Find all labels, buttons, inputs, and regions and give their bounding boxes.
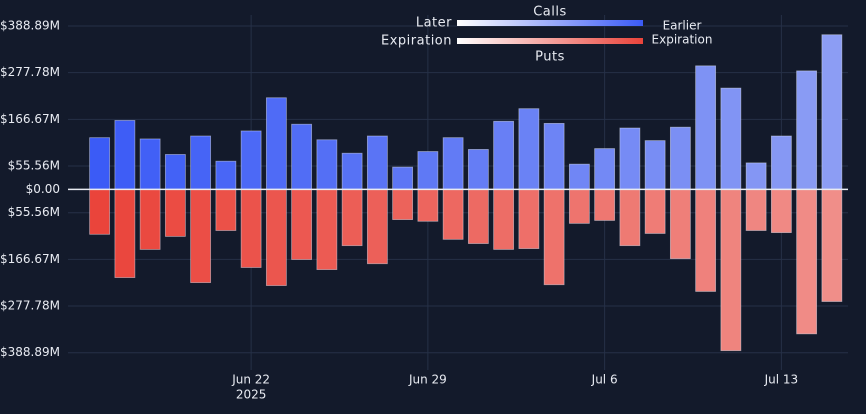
x-year-label: 2025: [236, 388, 267, 402]
bar: [770, 188, 792, 234]
bar: [669, 126, 691, 190]
bar: [619, 127, 641, 190]
bar: [366, 135, 388, 190]
bar: [89, 137, 111, 190]
bar: [493, 188, 515, 250]
bar: [392, 166, 414, 190]
bar: [720, 87, 742, 190]
bar: [89, 188, 111, 235]
legend-calls: Calls: [533, 5, 567, 20]
bar: [695, 65, 717, 190]
bar: [796, 70, 818, 190]
bar: [291, 188, 313, 260]
bar: [518, 188, 540, 249]
bar: [442, 188, 464, 240]
legend: Calls Later Expiration Earlier Expiratio…: [381, 5, 712, 65]
plot-area: $388.89M $277.78M $166.67M $55.56M $0.00 $55.…: [0, 15, 848, 402]
bar: [745, 188, 767, 231]
bar: [568, 188, 590, 224]
bar: [114, 120, 136, 190]
bar: [139, 188, 161, 250]
y-tick-label: $166.67M: [0, 252, 60, 266]
bar: [543, 188, 565, 286]
puts-gradient: [457, 38, 643, 44]
bar: [644, 140, 666, 190]
y-tick-label: $388.89M: [0, 18, 60, 32]
y-tick-label: $55.56M: [8, 205, 60, 219]
x-tick-label: Jun 29: [408, 373, 447, 387]
bar: [619, 188, 641, 247]
bar: [114, 188, 136, 278]
bar: [644, 188, 666, 234]
bar: [568, 163, 590, 190]
bar: [417, 188, 439, 222]
bar: [265, 97, 287, 190]
legend-right: Earlier: [663, 19, 702, 33]
bar: [417, 151, 439, 190]
legend-puts: Puts: [535, 50, 565, 65]
bar: [543, 122, 565, 190]
bar: [190, 135, 212, 190]
y-tick-label: $55.56M: [8, 159, 60, 173]
legend-right: Expiration: [652, 33, 713, 47]
x-tick-label: Jun 22: [231, 373, 270, 387]
bar: [190, 188, 212, 284]
bar: [821, 188, 843, 302]
bar: [341, 188, 363, 247]
y-tick-label: $277.78M: [0, 65, 60, 79]
bar: [594, 148, 616, 190]
bar: [770, 135, 792, 190]
bar: [240, 188, 262, 268]
bar: [594, 188, 616, 221]
bar: [518, 108, 540, 190]
bar: [493, 120, 515, 190]
calls-gradient: [457, 20, 643, 26]
bar: [366, 188, 388, 265]
bar: [164, 154, 186, 190]
bar: [240, 130, 262, 190]
x-tick-label: Jul 13: [764, 373, 799, 387]
bar: [442, 137, 464, 190]
y-tick-label: $277.78M: [0, 299, 60, 313]
bar: [392, 188, 414, 220]
legend-left: Later: [416, 16, 452, 31]
bar: [215, 160, 237, 190]
x-tick-label: Jul 6: [591, 373, 618, 387]
y-tick-label: $0.00: [26, 182, 60, 196]
bar: [720, 188, 742, 352]
bar: [215, 188, 237, 231]
bar: [467, 188, 489, 244]
bar: [745, 162, 767, 190]
bar: [316, 139, 338, 190]
bar: [265, 188, 287, 286]
bar: [695, 188, 717, 292]
bar: [139, 138, 161, 190]
bar: [164, 188, 186, 237]
bar: [796, 188, 818, 335]
y-tick-label: $388.89M: [0, 345, 60, 359]
y-tick-label: $166.67M: [0, 112, 60, 126]
bar: [821, 34, 843, 190]
bar: [291, 123, 313, 190]
bar: [467, 149, 489, 190]
bar: [341, 152, 363, 190]
legend-left: Expiration: [381, 34, 452, 49]
bar: [669, 188, 691, 260]
bar: [316, 188, 338, 270]
